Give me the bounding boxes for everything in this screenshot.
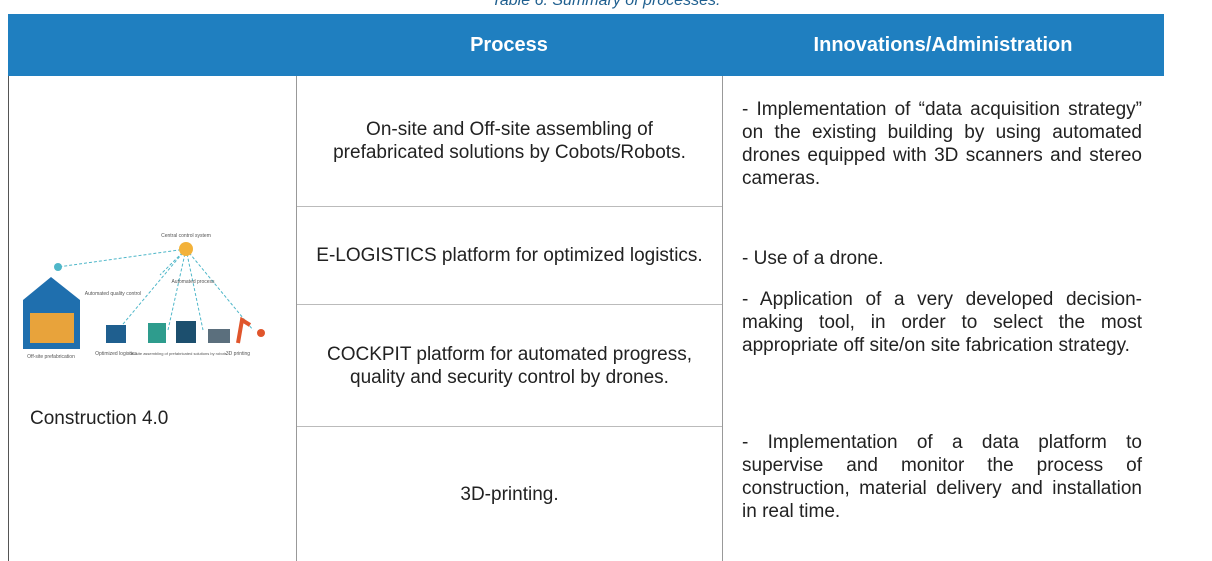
- border: [8, 76, 9, 561]
- border: [722, 76, 723, 561]
- image-label: 3D printing: [226, 351, 250, 357]
- image-label: Central control system: [161, 233, 211, 239]
- process-cell: On-site and Off-site assembling of prefa…: [297, 76, 722, 207]
- innovation-text: - Implementation of a data platform to s…: [742, 432, 1142, 522]
- image-label: On-site assembling of prefabricated solu…: [129, 351, 227, 356]
- process-cell: COCKPIT platform for automated progress,…: [297, 305, 722, 427]
- caption: Table 6. Summary of processes.: [491, 0, 721, 9]
- innovation-text: - Application of a very developed decisi…: [742, 289, 1142, 356]
- border: [296, 76, 297, 561]
- process-cell: E-LOGISTICS platform for optimized logis…: [297, 207, 722, 305]
- image-label: Automated process: [171, 279, 215, 285]
- image-label: Off-site prefabrication: [27, 354, 75, 360]
- illustration: Central control system Automated quality…: [23, 233, 265, 360]
- innovation-text: - Implementation of “data acquisition st…: [742, 99, 1142, 189]
- innovation-text: - Use of a drone.: [742, 248, 884, 269]
- image-label: Optimized logistics: [95, 351, 137, 357]
- image-label: Automated quality control: [85, 291, 141, 297]
- header-process: Process: [470, 33, 548, 56]
- row-label: Construction 4.0: [30, 408, 169, 429]
- process-cell: 3D-printing.: [460, 483, 559, 505]
- header-innovations: Innovations/Administration: [813, 33, 1073, 56]
- header-row: [8, 14, 1164, 76]
